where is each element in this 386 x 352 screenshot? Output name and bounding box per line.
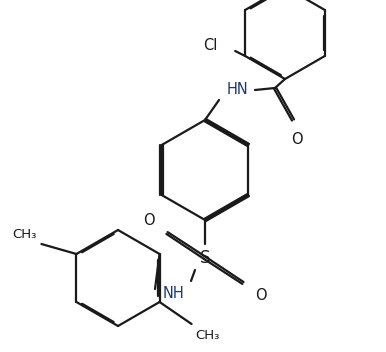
Text: CH₃: CH₃ [196,329,220,342]
Text: NH: NH [162,285,184,301]
Text: HN: HN [226,82,248,98]
Text: O: O [143,213,155,228]
Text: CH₃: CH₃ [12,228,36,241]
Text: S: S [200,249,210,267]
Text: O: O [291,132,303,147]
Text: Cl: Cl [203,38,217,54]
Text: O: O [255,288,267,303]
